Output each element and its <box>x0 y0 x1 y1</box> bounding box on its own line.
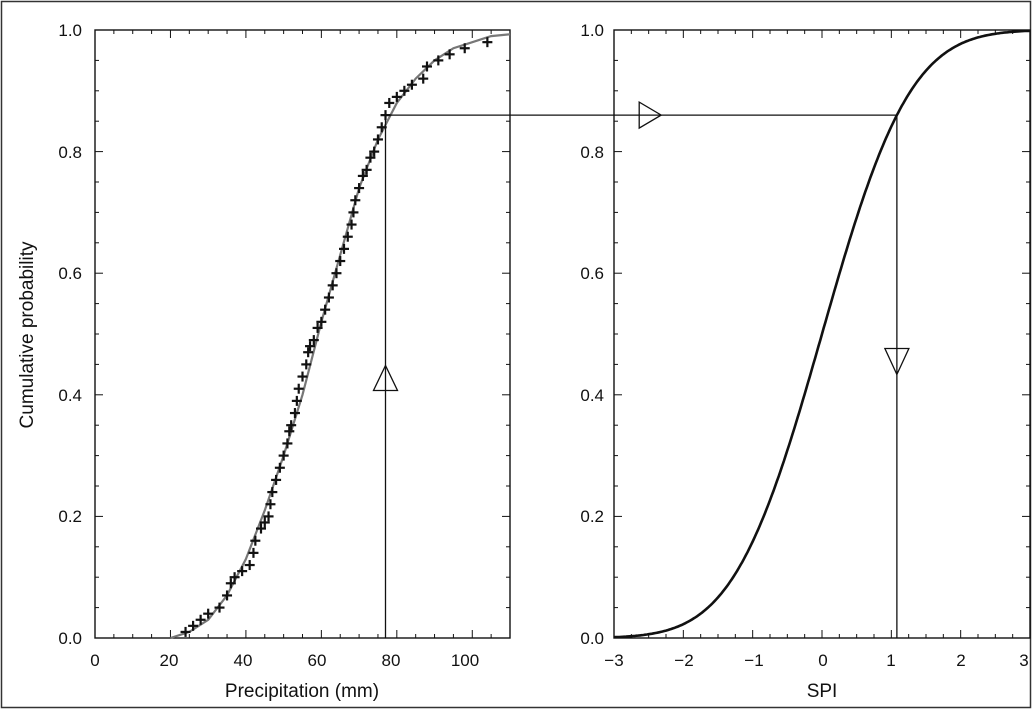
empirical-point <box>320 304 331 315</box>
plot-layer <box>94 29 1031 640</box>
empirical-point <box>188 620 199 631</box>
right-y-tick-label: 0.2 <box>580 507 604 526</box>
empirical-point <box>482 37 493 48</box>
right-x-tick-label: 0 <box>818 651 827 670</box>
empirical-point <box>225 578 236 589</box>
left-y-tick-label: 0.0 <box>58 629 82 648</box>
empirical-point <box>422 61 432 72</box>
empirical-point <box>301 359 312 370</box>
left-x-axis-label: Precipitation (mm) <box>225 681 379 702</box>
empirical-point <box>350 195 361 206</box>
empirical-point <box>237 566 248 577</box>
precipitation-cdf-panel: 0.0 0.2 0.4 0.6 0.8 1.0 0 20 40 60 80 10… <box>17 21 479 702</box>
left-y-tick-label: 0.4 <box>58 386 82 405</box>
left-axes-box <box>94 29 511 639</box>
empirical-point <box>323 292 334 303</box>
right-x-tick-label: 3 <box>1019 651 1028 670</box>
empirical-point <box>256 523 266 534</box>
empirical-point <box>265 499 276 510</box>
empirical-point <box>372 134 383 145</box>
empirical-point <box>365 152 376 163</box>
empirical-point <box>286 420 297 431</box>
empirical-point <box>229 572 240 583</box>
empirical-point <box>284 426 295 437</box>
right-x-tick-label: 1 <box>886 651 895 670</box>
right-x-tick-label: −2 <box>674 651 693 670</box>
empirical-point <box>327 280 338 291</box>
empirical-point <box>331 268 342 279</box>
empirical-point <box>369 146 380 157</box>
empirical-point <box>433 55 444 66</box>
empirical-point <box>348 207 359 218</box>
right-x-tick-label: −1 <box>744 651 763 670</box>
right-y-tick-label: 0.8 <box>580 143 604 162</box>
right-y-tick-label: 0.0 <box>580 629 604 648</box>
empirical-point <box>354 183 365 194</box>
empirical-point <box>293 383 304 394</box>
empirical-point <box>244 560 255 571</box>
up-arrow-icon <box>372 363 399 392</box>
empirical-point <box>357 170 368 181</box>
left-y-tick-label: 1.0 <box>58 21 82 40</box>
right-x-tick-label: 2 <box>956 651 965 670</box>
empirical-point <box>308 335 319 346</box>
normal-cdf-line <box>613 29 1031 639</box>
empirical-point <box>384 97 395 108</box>
empirical-point <box>278 450 289 461</box>
left-x-tick-label: 60 <box>308 651 327 670</box>
left-x-tick-label: 0 <box>90 651 99 670</box>
left-y-tick-label: 0.8 <box>58 143 82 162</box>
right-y-tick-label: 0.6 <box>580 264 604 283</box>
empirical-point <box>248 547 259 558</box>
left-y-tick-label: 0.6 <box>58 264 82 283</box>
left-x-tick-label: 20 <box>160 651 179 670</box>
empirical-point <box>282 438 293 449</box>
empirical-point <box>444 49 455 60</box>
empirical-point <box>335 256 346 267</box>
empirical-point <box>342 231 353 242</box>
empirical-point <box>303 347 314 358</box>
left-x-tick-label: 40 <box>234 651 253 670</box>
empirical-point <box>214 602 225 613</box>
empirical-point <box>195 614 206 625</box>
empirical-point <box>459 43 470 54</box>
empirical-point <box>339 243 349 254</box>
left-y-axis-label: Cumulative probability <box>17 241 38 428</box>
empirical-point <box>418 73 429 84</box>
right-arrow-icon <box>638 100 663 130</box>
right-x-axis-label: SPI <box>807 681 838 702</box>
empirical-point <box>406 79 417 90</box>
empirical-point <box>305 341 316 352</box>
empirical-point <box>267 487 278 498</box>
down-arrow-icon <box>883 347 910 377</box>
empirical-point <box>263 511 274 522</box>
empirical-point <box>289 408 300 419</box>
empirical-point <box>316 316 327 327</box>
empirical-point <box>346 219 357 230</box>
empirical-point <box>274 462 285 473</box>
empirical-point <box>259 517 270 528</box>
empirical-point <box>312 322 323 333</box>
left-x-tick-label: 100 <box>451 651 479 670</box>
empirical-point <box>203 608 214 619</box>
empirical-point <box>297 371 308 382</box>
right-y-tick-label: 0.4 <box>580 386 604 405</box>
empirical-point <box>291 395 302 406</box>
left-x-tick-label: 80 <box>382 651 401 670</box>
empirical-point <box>361 164 372 175</box>
fitted-cdf-line <box>170 33 511 640</box>
empirical-point <box>250 535 261 546</box>
spi-cdf-panel: 0.0 0.2 0.4 0.6 0.8 1.0 −3 −2 −1 0 1 2 3… <box>580 21 1028 702</box>
right-y-tick-label: 1.0 <box>580 21 604 40</box>
left-y-tick-label: 0.2 <box>58 507 82 526</box>
right-x-tick-label: −3 <box>604 651 623 670</box>
empirical-point <box>399 85 410 96</box>
empirical-point <box>271 474 282 485</box>
empirical-point <box>180 626 191 637</box>
empirical-point <box>222 590 233 601</box>
empirical-point <box>391 91 402 102</box>
